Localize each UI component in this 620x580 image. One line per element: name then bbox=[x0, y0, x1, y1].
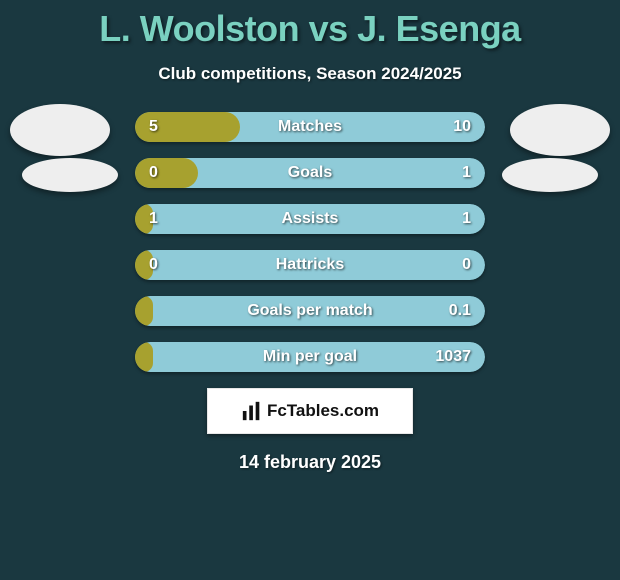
stat-label: Hattricks bbox=[135, 250, 485, 280]
stat-right-value: 0.1 bbox=[449, 296, 471, 326]
stat-label: Assists bbox=[135, 204, 485, 234]
stat-bar: 0Hattricks0 bbox=[135, 250, 485, 280]
stat-right-value: 10 bbox=[453, 112, 471, 142]
chart-icon bbox=[241, 400, 263, 422]
stat-label: Matches bbox=[135, 112, 485, 142]
stat-label: Goals bbox=[135, 158, 485, 188]
stat-right-value: 0 bbox=[462, 250, 471, 280]
stat-bar: 0Goals1 bbox=[135, 158, 485, 188]
page-title: L. Woolston vs J. Esenga bbox=[0, 0, 620, 50]
stat-right-value: 1037 bbox=[435, 342, 471, 372]
stat-bars: 5Matches100Goals11Assists10Hattricks0Goa… bbox=[135, 112, 485, 372]
stat-bar: 5Matches10 bbox=[135, 112, 485, 142]
comparison-stage: 5Matches100Goals11Assists10Hattricks0Goa… bbox=[0, 112, 620, 372]
player-right-avatar bbox=[510, 104, 610, 156]
source-badge: FcTables.com bbox=[207, 388, 413, 434]
stat-bar: Goals per match0.1 bbox=[135, 296, 485, 326]
source-badge-text: FcTables.com bbox=[267, 401, 379, 421]
date-label: 14 february 2025 bbox=[0, 452, 620, 473]
stat-right-value: 1 bbox=[462, 204, 471, 234]
subtitle: Club competitions, Season 2024/2025 bbox=[0, 64, 620, 84]
player-right-club-badge bbox=[502, 158, 598, 192]
stat-bar: Min per goal1037 bbox=[135, 342, 485, 372]
player-left-club-badge bbox=[22, 158, 118, 192]
stat-bar: 1Assists1 bbox=[135, 204, 485, 234]
stat-label: Min per goal bbox=[135, 342, 485, 372]
player-left-avatar bbox=[10, 104, 110, 156]
stat-right-value: 1 bbox=[462, 158, 471, 188]
stat-label: Goals per match bbox=[135, 296, 485, 326]
